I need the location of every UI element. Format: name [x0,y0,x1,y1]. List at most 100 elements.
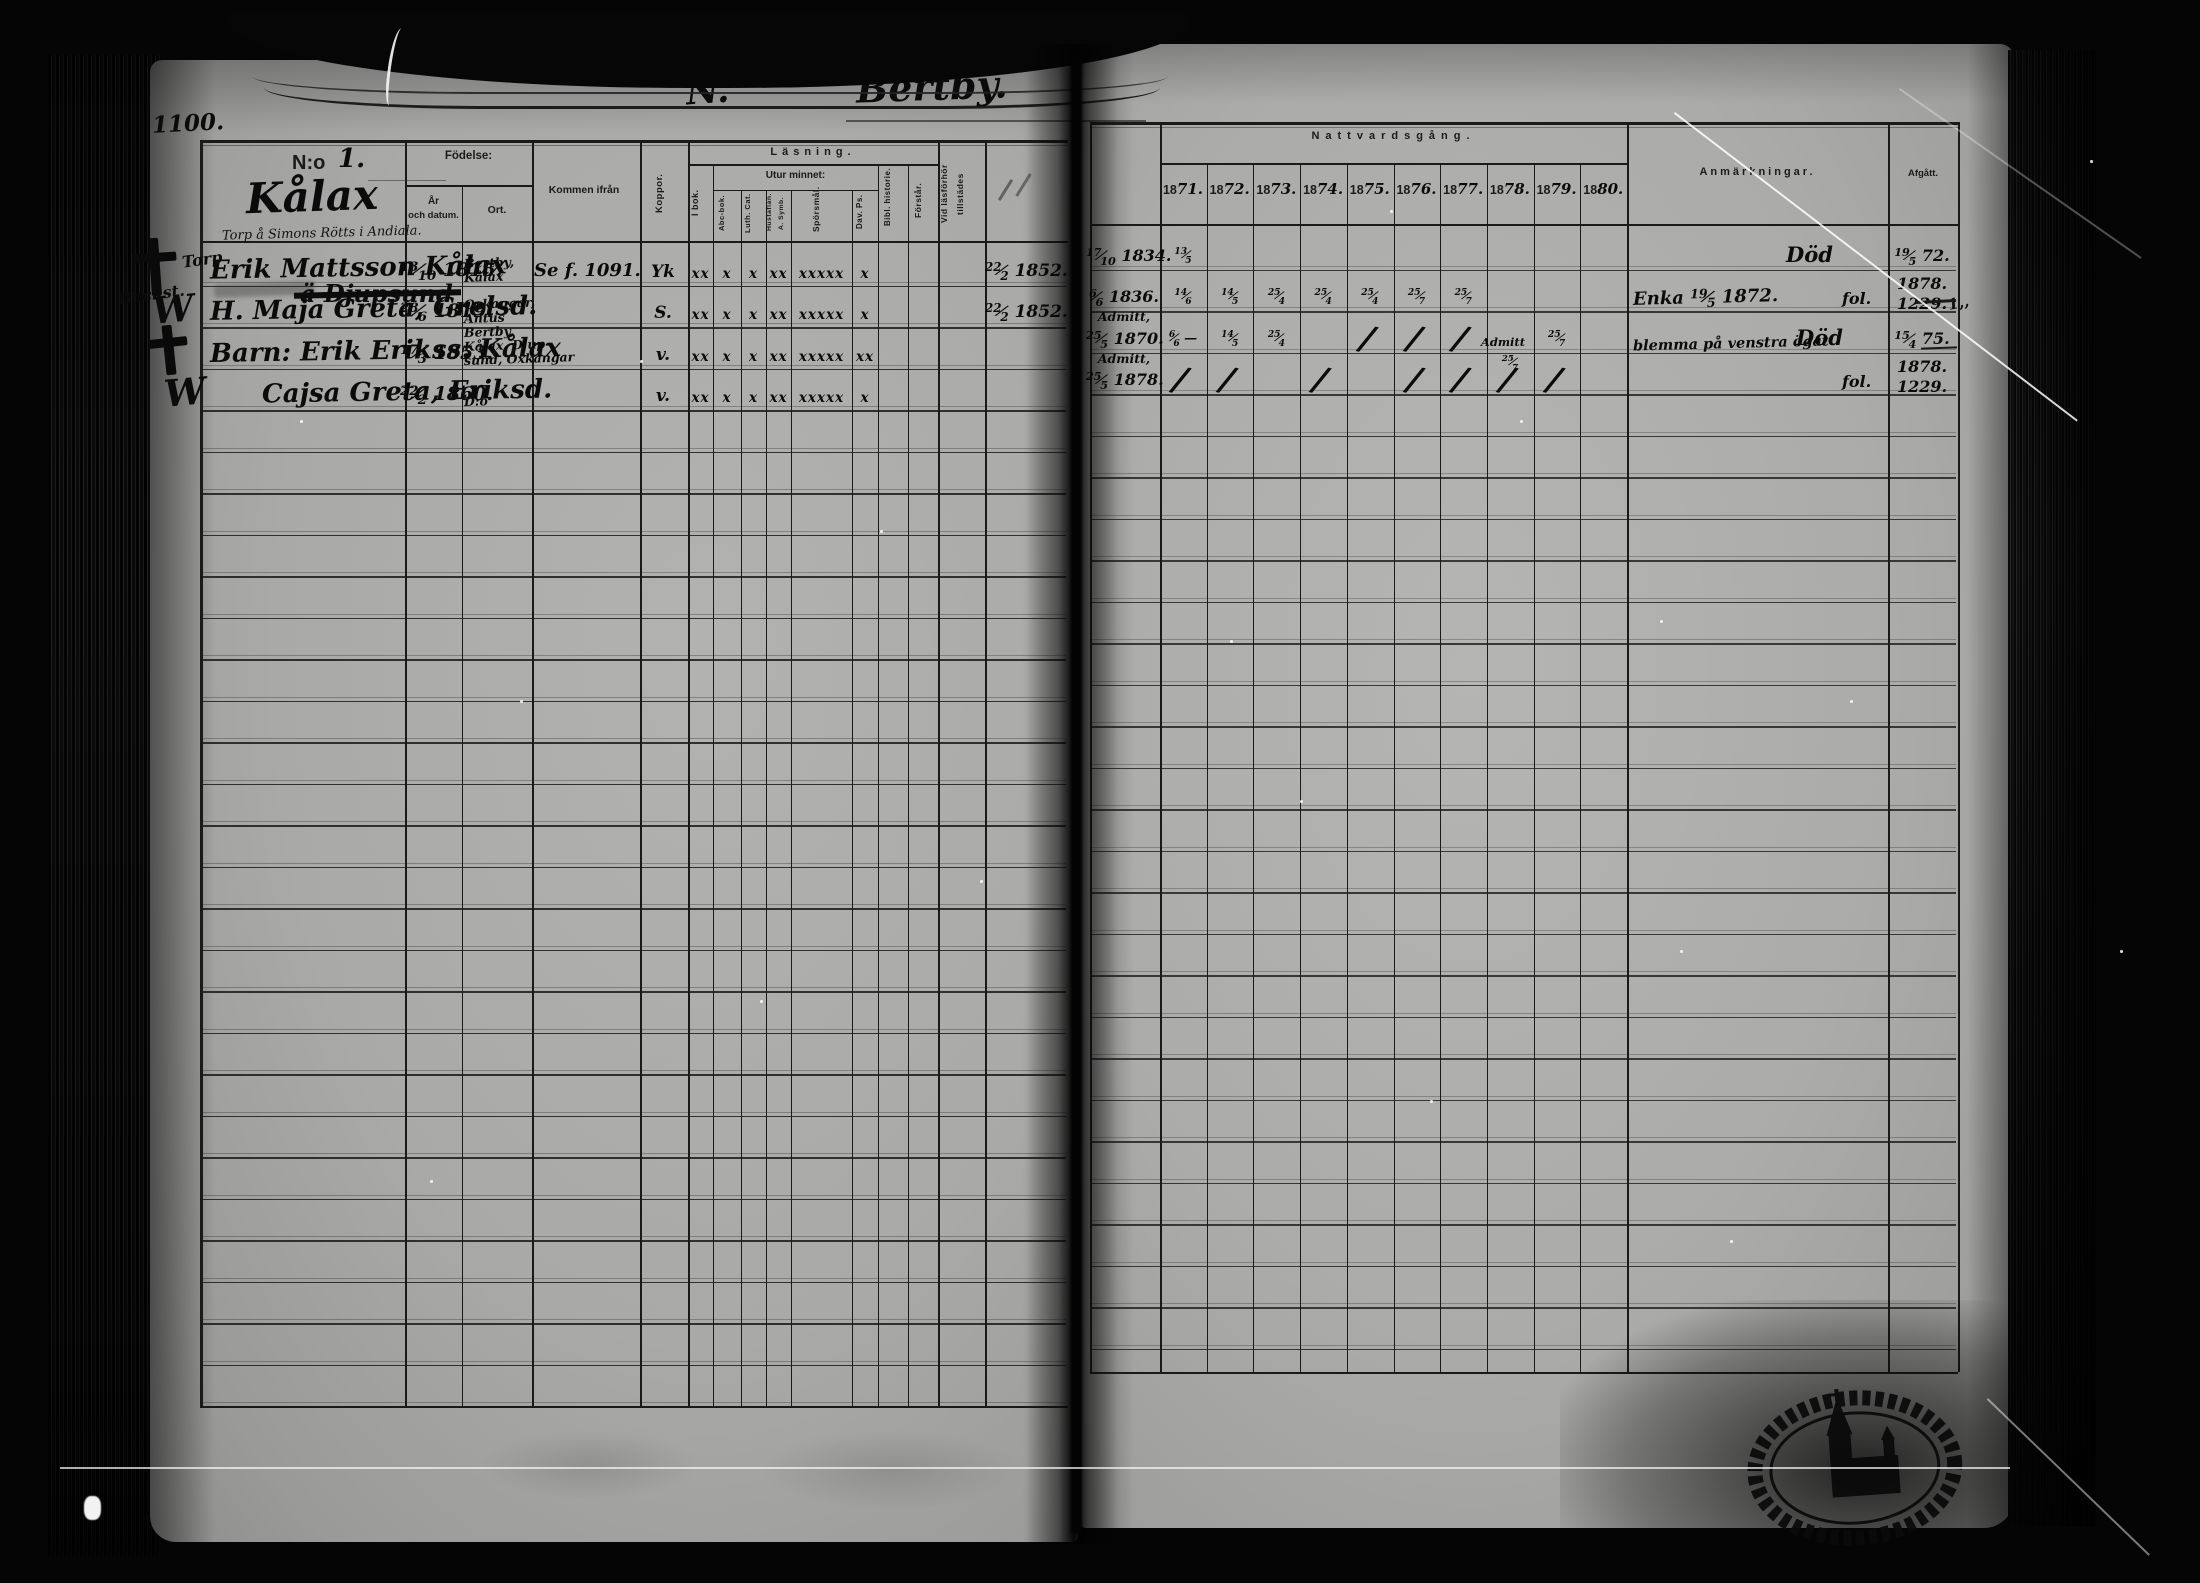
year-header-1878: 1878. [1489,180,1530,198]
rule-line [202,1360,1066,1362]
rule-line [1092,1261,1956,1263]
communion-note: Admitt [1480,334,1526,349]
reading-mark: x [722,265,732,282]
right-page [1078,44,2014,1528]
column-line [985,140,987,1406]
column-line [640,140,642,1406]
rule-line [1092,307,1956,308]
rule-line [1092,560,1956,562]
wear-patch [760,1430,1020,1510]
reading-mark: x [860,390,870,406]
rule-line [202,1319,1066,1320]
dust-speckle [1390,210,1393,213]
number-underline [368,180,446,181]
dust-speckle [1520,420,1523,423]
rule-line [202,1194,1066,1196]
reading-mark: xxxxx [798,348,845,365]
rule-line [688,164,938,166]
rule-line [713,190,878,192]
rule-line [202,866,1066,869]
rule-line [1092,1178,1956,1180]
entry-remark-died: Död [1796,324,1843,350]
rule-line [202,1153,1066,1154]
entry-koppor: v. [655,386,671,406]
reading-mark: x [722,348,732,365]
rule-line [1092,643,1956,645]
entry-birthplace: Bertby, [464,254,515,271]
rule-line [202,1323,1066,1325]
communion-date-mark: 25⁄7 [1407,287,1426,307]
rule-line [202,327,1066,329]
white-blob [84,1496,101,1520]
rule-line [1092,846,1956,848]
rule-line [1092,971,1956,972]
reading-mark: x [748,265,759,282]
column-line [791,190,793,1406]
rule-line [202,825,1066,827]
rule-line [1092,1058,1956,1060]
page-edge-arc [264,66,1160,109]
entry-departed: 15⁄4 75. [1894,327,1950,351]
rule-line [1092,597,1956,599]
dust-speckle [880,530,883,533]
year-header-1879: 1879. [1536,180,1577,198]
rule-line [1090,1372,1958,1374]
dust-speckle [1230,640,1233,643]
communion-date-mark: 25⁄4 [1267,328,1285,349]
rule-line [1092,1095,1956,1097]
gutter-fold-line [1071,56,1082,1534]
rule-line [200,140,1068,143]
entry-koppor: S. [654,303,672,323]
communion-date-mark: 25⁄4 [1314,287,1332,307]
header-sporsmal: Spörsmål. [811,186,821,232]
rule-line [202,779,1066,781]
rule-line [200,241,1068,243]
communion-date-mark: 25⁄4 [1361,287,1379,307]
rule-line [202,447,1066,449]
rule-line [202,783,1066,786]
rule-line [1092,805,1956,806]
rule-line [202,738,1066,739]
rule-line [202,410,1066,412]
rule-line [202,742,1066,744]
entry-birthplace: Oxkangar, [464,295,536,312]
rule-line [1092,477,1956,479]
column-line [1888,122,1890,1372]
rule-line [202,1070,1066,1071]
entry-departed: 1878. [1896,274,1948,293]
column-line [688,140,690,1406]
entry-departed: 19⁄5 72. [1894,244,1950,268]
rule-line [202,945,1066,947]
rule-line [1092,1016,1956,1019]
reading-mark: xxxxx [798,265,845,282]
rule-line [202,1402,1066,1403]
page-edges-right [2008,50,2096,1526]
rule-line [1092,265,1956,267]
header-abc-bok: Abc-bok. [717,194,726,232]
rule-line [1092,639,1956,640]
reading-mark: xx [691,265,710,282]
dust-speckle [760,1000,763,1003]
header-afgatt: Afgått. [1907,168,1939,179]
church-stamp-graphic [1747,1388,1963,1546]
wear-patch [480,1430,700,1500]
dust-speckle [1680,950,1683,953]
header-hustaflan-2: A. Symb. [778,196,785,230]
header-fodelse: Födelse: [444,150,493,162]
rule-line [202,1406,1066,1408]
rule-line [1092,518,1956,521]
reading-mark: x [860,307,870,323]
communion-date-mark: 14⁄5 [1221,287,1239,307]
rule-line [405,185,532,187]
reading-mark: xx [769,390,788,406]
struck-name: ä Djupsund [300,279,453,308]
rule-line [202,659,1066,661]
rule-line [202,655,1066,656]
rule-line [1092,269,1956,272]
year-header-1877: 1877. [1443,180,1484,198]
rule-line [1092,850,1956,853]
rule-line [1092,348,1956,350]
rule-line [1092,394,1956,396]
rule-line [1092,601,1956,604]
communion-date-mark: 25⁄4 [1267,287,1285,307]
